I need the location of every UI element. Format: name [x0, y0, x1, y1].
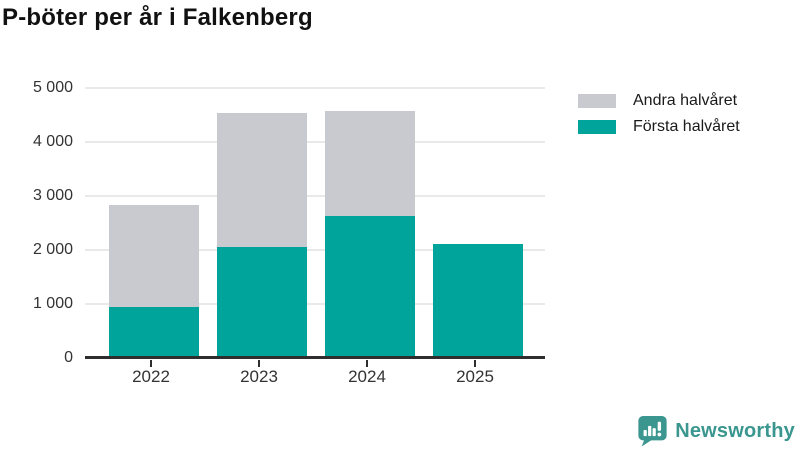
x-axis-tick	[150, 360, 152, 367]
brand-footer: Newsworthy	[637, 415, 795, 447]
bar-2022-andra-halvaret	[109, 204, 199, 308]
y-axis-tick-label: 2 000	[32, 241, 73, 258]
x-axis-tick	[474, 360, 476, 367]
legend-item-forsta-halvaret: Första halvåret	[578, 118, 740, 135]
y-axis-tick-label: 3 000	[32, 187, 73, 204]
bar-2024-forsta-halvaret	[325, 215, 415, 358]
bar-2024-andra-halvaret	[325, 110, 415, 216]
legend-label: Första halvåret	[633, 118, 740, 135]
newsworthy-logo-icon	[638, 415, 667, 447]
x-axis-tick-label: 2023	[240, 367, 278, 386]
gridline-5000	[85, 87, 545, 89]
bar-2023-forsta-halvaret	[217, 246, 307, 358]
bar-2025-forsta-halvaret	[433, 244, 523, 358]
legend-swatch-andra-halvaret	[578, 94, 616, 108]
y-axis-tick-label: 0	[64, 349, 73, 366]
x-axis-tick-label: 2024	[348, 367, 386, 386]
y-axis-tick-label: 5 000	[32, 79, 73, 96]
legend-swatch-forsta-halvaret	[578, 120, 616, 134]
gridline-4000	[85, 141, 545, 143]
x-axis-tick	[258, 360, 260, 367]
legend: Andra halvåret Första halvåret	[578, 92, 740, 135]
gridline-2000	[85, 249, 545, 251]
chart-title: P-böter per år i Falkenberg	[2, 4, 313, 31]
x-axis-tick-label: 2022	[132, 367, 170, 386]
y-axis-tick-label: 4 000	[32, 133, 73, 150]
brand-name: Newsworthy	[675, 419, 795, 442]
gridline-3000	[85, 195, 545, 197]
bar-2023-andra-halvaret	[217, 113, 307, 247]
bar-2022-forsta-halvaret	[109, 307, 199, 358]
x-axis-tick	[366, 360, 368, 367]
legend-label: Andra halvåret	[633, 92, 738, 109]
gridline-1000	[85, 303, 545, 305]
legend-item-andra-halvaret: Andra halvåret	[578, 92, 740, 109]
x-axis-tick-label: 2025	[456, 367, 494, 386]
y-axis-tick-label: 1 000	[32, 295, 73, 312]
x-axis-line	[85, 356, 545, 359]
plot-area	[85, 87, 545, 359]
